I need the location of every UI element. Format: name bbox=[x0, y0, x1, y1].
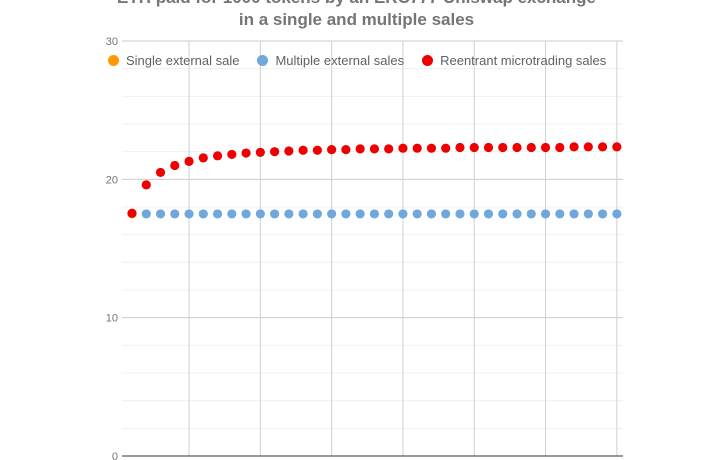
data-point-reentrant bbox=[255, 147, 265, 157]
data-point-reentrant bbox=[312, 145, 322, 155]
legend-item-single[interactable]: Single external sale bbox=[108, 53, 239, 68]
data-point-multiple bbox=[498, 209, 508, 219]
data-point-reentrant bbox=[227, 149, 237, 160]
data-point-multiple bbox=[412, 209, 422, 219]
data-point-multiple bbox=[555, 209, 565, 219]
data-point-reentrant bbox=[540, 142, 551, 153]
data-point-reentrant bbox=[498, 142, 508, 153]
legend-label: Reentrant microtrading sales bbox=[440, 53, 607, 68]
data-point-multiple bbox=[341, 209, 351, 219]
data-point-reentrant bbox=[298, 145, 308, 155]
data-point-multiple bbox=[398, 209, 408, 219]
data-point-reentrant bbox=[597, 142, 608, 152]
data-point-reentrant bbox=[270, 147, 280, 157]
legend-label: Multiple external sales bbox=[275, 53, 405, 68]
data-point-multiple bbox=[369, 209, 380, 219]
data-point-reentrant bbox=[341, 144, 351, 155]
data-point-reentrant bbox=[384, 144, 394, 154]
data-point-reentrant bbox=[483, 142, 494, 153]
data-point-reentrant bbox=[127, 208, 137, 218]
data-point-multiple bbox=[426, 209, 437, 219]
data-point-reentrant bbox=[155, 167, 166, 178]
data-point-multiple bbox=[512, 209, 522, 219]
data-point-reentrant bbox=[526, 142, 536, 153]
data-point-multiple bbox=[327, 209, 337, 219]
y-tick-label: 20 bbox=[106, 174, 118, 186]
data-point-multiple bbox=[184, 209, 194, 219]
data-point-multiple bbox=[241, 209, 251, 219]
data-point-multiple bbox=[569, 209, 579, 219]
data-point-reentrant bbox=[355, 144, 365, 154]
data-point-reentrant bbox=[441, 143, 451, 153]
data-point-reentrant bbox=[184, 156, 194, 166]
data-point-multiple bbox=[597, 209, 608, 219]
data-point-multiple bbox=[483, 209, 494, 219]
data-point-reentrant bbox=[455, 142, 465, 153]
data-point-reentrant bbox=[426, 143, 437, 153]
legend-item-multiple[interactable]: Multiple external sales bbox=[257, 53, 404, 68]
chart-title-line1: ETH paid for 1000 tokens by an ERC777 Un… bbox=[0, 0, 713, 8]
data-point-multiple bbox=[384, 209, 394, 219]
data-point-multiple bbox=[155, 209, 166, 219]
data-point-reentrant bbox=[327, 144, 337, 155]
data-point-reentrant bbox=[469, 142, 479, 153]
data-point-reentrant bbox=[612, 142, 622, 152]
legend-marker-icon bbox=[422, 55, 434, 66]
legend-marker-icon bbox=[108, 55, 119, 66]
data-point-reentrant bbox=[284, 146, 294, 156]
data-point-reentrant bbox=[198, 153, 208, 163]
data-point-multiple bbox=[540, 209, 551, 219]
data-point-multiple bbox=[170, 209, 180, 219]
data-point-multiple bbox=[298, 209, 308, 219]
data-point-reentrant bbox=[369, 144, 380, 154]
data-point-multiple bbox=[270, 209, 280, 219]
data-point-reentrant bbox=[398, 143, 408, 153]
data-point-reentrant bbox=[569, 142, 579, 152]
data-point-multiple bbox=[455, 209, 465, 219]
data-point-multiple bbox=[255, 209, 265, 219]
data-point-reentrant bbox=[412, 143, 422, 153]
data-point-reentrant bbox=[170, 160, 180, 171]
y-tick-label: 0 bbox=[112, 451, 118, 460]
y-tick-label: 10 bbox=[106, 313, 118, 325]
data-point-multiple bbox=[284, 209, 294, 219]
data-point-multiple bbox=[469, 209, 479, 219]
data-point-reentrant bbox=[583, 142, 593, 152]
data-point-multiple bbox=[312, 209, 322, 219]
data-point-multiple bbox=[355, 209, 365, 219]
data-point-reentrant bbox=[241, 148, 251, 158]
data-point-multiple bbox=[526, 209, 536, 219]
data-point-multiple bbox=[227, 209, 237, 219]
data-point-reentrant bbox=[212, 151, 223, 161]
data-point-multiple bbox=[212, 209, 223, 219]
data-point-multiple bbox=[198, 209, 208, 219]
legend: Single external sale Multiple external s… bbox=[108, 53, 606, 68]
legend-label: Single external sale bbox=[126, 53, 240, 68]
data-point-multiple bbox=[141, 209, 151, 219]
data-point-reentrant bbox=[555, 142, 565, 153]
data-point-reentrant bbox=[141, 180, 151, 190]
chart-title-line2: in a single and multiple sales bbox=[238, 10, 475, 29]
y-tick-label: 30 bbox=[106, 36, 118, 48]
data-point-reentrant bbox=[512, 142, 522, 153]
data-point-multiple bbox=[441, 209, 451, 219]
data-point-multiple bbox=[583, 209, 593, 219]
data-point-multiple bbox=[612, 209, 622, 219]
legend-item-reentrant[interactable]: Reentrant microtrading sales bbox=[422, 53, 606, 68]
legend-marker-icon bbox=[257, 55, 269, 66]
